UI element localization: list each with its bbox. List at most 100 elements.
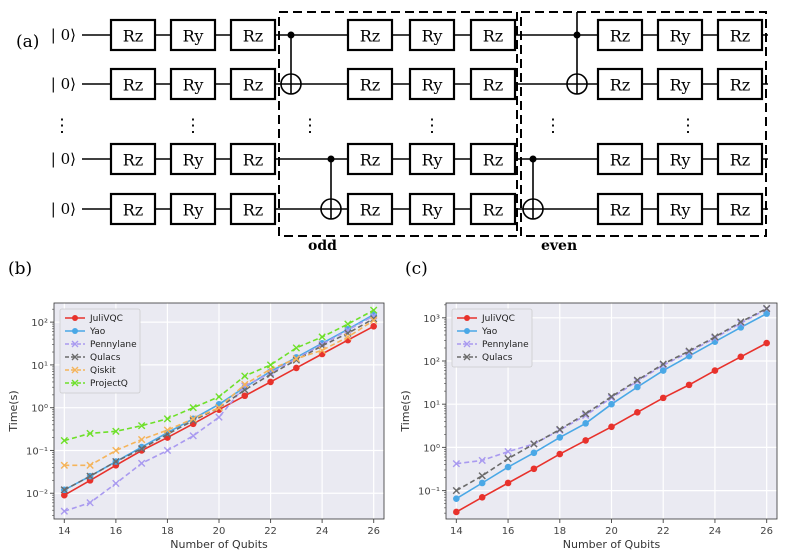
data-point: [504, 447, 512, 456]
data-point: [633, 377, 642, 385]
data-point: [163, 426, 172, 434]
legend-marker: [71, 340, 79, 348]
gate-label: Ry: [670, 201, 691, 220]
cnot-control-dot: [287, 31, 295, 39]
gate-label: Rz: [360, 201, 380, 220]
legend-label: JuliVQC: [89, 314, 123, 324]
gate-box: [169, 67, 217, 101]
panel-label: (c): [405, 259, 428, 279]
data-point: [711, 334, 719, 342]
data-point: [478, 456, 486, 465]
data-point: [607, 394, 616, 402]
data-point: [86, 429, 94, 438]
even-layer-box: [520, 11, 767, 237]
data-point: [478, 479, 486, 487]
gate-box: [716, 18, 764, 52]
data-point: [137, 445, 146, 453]
data-point: [659, 367, 667, 374]
data-point: [292, 354, 301, 363]
data-point: [138, 443, 145, 451]
plot-frame: [53, 302, 385, 520]
data-point: [344, 326, 352, 334]
legend-label: Yao: [89, 327, 106, 337]
gate-box: [229, 142, 277, 176]
gate-label: Rz: [243, 27, 263, 46]
y-tick-label: 10²: [31, 318, 48, 329]
gate-box: [169, 192, 217, 226]
vertical-ellipsis: ⋮: [423, 116, 441, 137]
data-point: [60, 461, 69, 469]
vertical-ellipsis: ⋮: [53, 116, 71, 137]
x-tick-label: 20: [213, 526, 226, 537]
gate-box: [109, 192, 157, 226]
x-tick-label: 14: [58, 526, 71, 537]
data-point: [685, 381, 693, 389]
y-tick-label: 10⁰: [31, 404, 48, 415]
data-point: [737, 319, 745, 327]
gate-box: [596, 142, 644, 176]
data-point: [504, 463, 512, 471]
x-tick-label: 20: [605, 526, 618, 537]
gate-label: Ry: [183, 151, 204, 170]
y-axis-label: Time(s): [399, 390, 412, 432]
legend-label: JuliVQC: [481, 314, 515, 324]
gate-box: [169, 142, 217, 176]
gate-box: [716, 192, 764, 226]
legend-label: Yao: [481, 327, 498, 337]
gate-label: Rz: [483, 151, 503, 170]
even-layer-label: even: [541, 238, 577, 254]
data-point: [608, 400, 615, 408]
data-point: [737, 318, 745, 326]
gate-label: Rz: [610, 201, 630, 220]
y-tick-label: 10³: [423, 314, 440, 325]
legend-marker: [71, 366, 79, 374]
data-point: [292, 356, 301, 364]
data-point: [267, 378, 274, 386]
y-tick-label: 10¹: [423, 400, 440, 411]
data-point: [634, 408, 641, 416]
data-point: [215, 393, 223, 401]
data-point: [112, 446, 120, 455]
legend-box: [451, 308, 533, 368]
data-point: [685, 347, 693, 355]
panel-label-a: (a): [16, 32, 39, 52]
quantum-circuit-diagram: (a) | 0⟩ | 0⟩ | 0⟩ | 0⟩ ⋮ ⋮ ⋮ ⋮ ⋮ ⋮ Rz Ry Rz Rz Ry Rz Rz R…: [16, 11, 768, 254]
gate-label: Ry: [422, 151, 443, 170]
gate-label: Rz: [730, 76, 750, 95]
data-point: [86, 461, 94, 469]
legend-label: Qulacs: [482, 353, 513, 363]
data-point: [762, 304, 771, 313]
x-tick-label: 18: [161, 526, 174, 537]
data-point: [659, 361, 667, 369]
gate-label: Rz: [730, 27, 750, 46]
legend-marker: [464, 315, 470, 321]
gate-label: Rz: [730, 151, 750, 170]
x-axis-label: Number of Qubits: [563, 538, 661, 551]
qubit-initial-state: | 0⟩: [51, 75, 76, 93]
data-point: [241, 392, 249, 400]
data-point: [215, 403, 223, 412]
legend-marker: [71, 353, 79, 361]
data-point: [112, 427, 120, 436]
data-point: [241, 372, 249, 380]
gate-box: [346, 67, 394, 101]
gate-box: [469, 142, 517, 176]
x-tick-label: 16: [110, 526, 123, 537]
gate-label: Rz: [123, 151, 143, 170]
qubit-initial-state: | 0⟩: [51, 200, 76, 218]
data-point: [293, 364, 300, 372]
legend-marker: [72, 328, 78, 334]
data-point: [163, 446, 172, 455]
cnot-control-dot: [327, 155, 335, 163]
data-point: [163, 415, 172, 423]
gate-box: [656, 67, 704, 101]
gate-box: [408, 67, 456, 101]
gate-box: [109, 142, 157, 176]
gate-label: Ry: [422, 76, 443, 95]
legend-marker: [71, 379, 79, 387]
x-tick-label: 14: [450, 526, 463, 537]
legend-label: Pennylane: [90, 340, 137, 350]
data-point: [633, 376, 642, 384]
gate-label: Rz: [610, 76, 630, 95]
data-point: [370, 322, 377, 330]
